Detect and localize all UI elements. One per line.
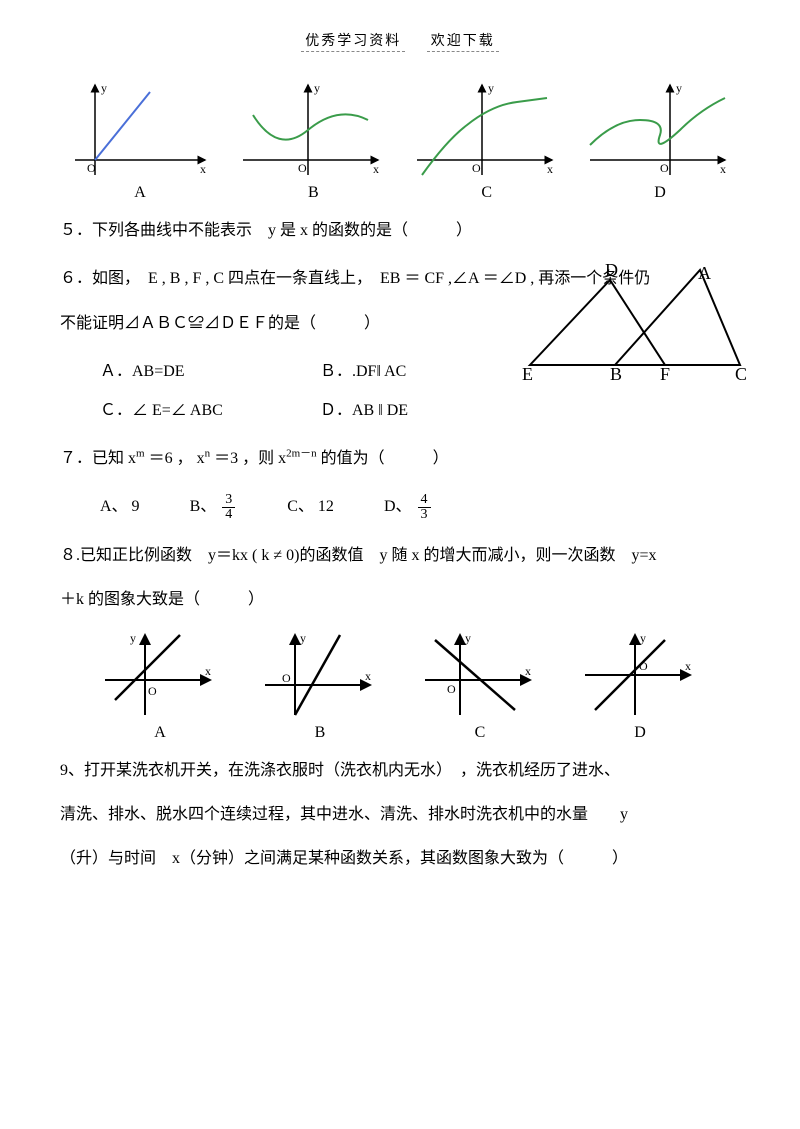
svg-text:O: O [660,161,669,175]
svg-text:x: x [547,162,553,176]
svg-text:x: x [200,162,206,176]
q8-label-c: C [410,724,550,742]
q8-chart-b: O x y B [250,630,390,742]
svg-text:y: y [314,81,320,95]
svg-text:O: O [148,684,157,698]
q6-optB: Ｂ．.DF‖ AC [320,353,406,391]
q8-chart-c: O x y C [410,630,550,742]
svg-text:C: C [735,364,747,380]
q5-charts: O x y A O x y B O [60,80,740,202]
q5-label-a: A [60,184,220,202]
svg-text:D: D [605,260,618,280]
q9-line1: 9、打开某洗衣机开关，在洗涤衣服时（洗衣机内无水） ，洗衣机经历了进水、 [60,752,740,790]
svg-text:x: x [685,659,691,673]
q6-optC: Ｃ．∠ E=∠ ABC [100,392,280,430]
svg-text:F: F [660,364,670,380]
q8-line1: ８.已知正比例函数 y＝kx ( k ≠ 0)的函数值 y 随 x 的增大而减小… [60,537,740,575]
q6: ６．如图， E , B , F , C 四点在一条直线上， EB ＝ CF ,∠… [60,260,740,430]
svg-text:E: E [522,364,533,380]
header-right: 欢迎下载 [427,34,499,52]
svg-text:x: x [373,162,379,176]
q7-opts: A、 9 B、 34 C、 12 D、 43 [100,488,740,526]
q6-optD: Ｄ．AB ‖ DE [320,392,408,430]
svg-text:O: O [298,161,307,175]
svg-text:y: y [488,81,494,95]
svg-text:O: O [472,161,481,175]
q5-chart-d: O x y D [580,80,740,202]
svg-text:x: x [720,162,726,176]
svg-text:x: x [525,664,531,678]
page: 优秀学习资料 欢迎下载 O x y A O x y [0,0,800,929]
q8-label-d: D [570,724,710,742]
q8-label-a: A [90,724,230,742]
q8-label-b: B [250,724,390,742]
svg-text:y: y [130,631,136,645]
q8-chart-d: O x y D [570,630,710,742]
page-header: 优秀学习资料 欢迎下载 [60,30,740,50]
svg-text:y: y [300,631,306,645]
svg-text:x: x [205,664,211,678]
origin-label: O [87,161,96,175]
svg-text:A: A [698,263,711,283]
q5-text: ５．下列各曲线中不能表示 y 是 x 的函数的是（ ） [60,212,740,250]
q6-optA: Ａ．AB=DE [100,353,280,391]
header-left: 优秀学习资料 [301,34,405,52]
q5-label-c: C [407,184,567,202]
svg-text:y: y [676,81,682,95]
q9-line3: （升）与时间 x（分钟）之间满足某种函数关系，其函数图象大致为（ ） [60,840,740,878]
q7-optC: C、 12 [287,488,334,526]
svg-text:y: y [640,631,646,645]
q7-optD: D、 43 [384,488,433,526]
q5-chart-c: O x y C [407,80,567,202]
q8-charts: O x y A O x y B O [80,630,720,742]
q7-optB: B、 34 [190,488,238,526]
q6-figure: D A E B F C [520,260,750,380]
q7-text: ７．已知 xm ＝6 ， xn ＝3 ，则 x2m－n 的值为（ ） [60,440,740,478]
svg-text:y: y [101,81,107,95]
svg-text:O: O [447,682,456,696]
q8-chart-a: O x y A [90,630,230,742]
q9-line2: 清洗、排水、脱水四个连续过程，其中进水、清洗、排水时洗衣机中的水量 y [60,796,740,834]
q5-chart-b: O x y B [233,80,393,202]
svg-text:y: y [465,631,471,645]
svg-text:x: x [365,669,371,683]
q5-label-d: D [580,184,740,202]
q5-label-b: B [233,184,393,202]
svg-text:B: B [610,364,622,380]
q5-chart-a: O x y A [60,80,220,202]
q6-opts-2: Ｃ．∠ E=∠ ABC Ｄ．AB ‖ DE [100,392,740,430]
q7-optA: A、 9 [100,488,140,526]
svg-text:O: O [282,671,291,685]
q8-line2: ＋k 的图象大致是（ ） [60,581,740,619]
